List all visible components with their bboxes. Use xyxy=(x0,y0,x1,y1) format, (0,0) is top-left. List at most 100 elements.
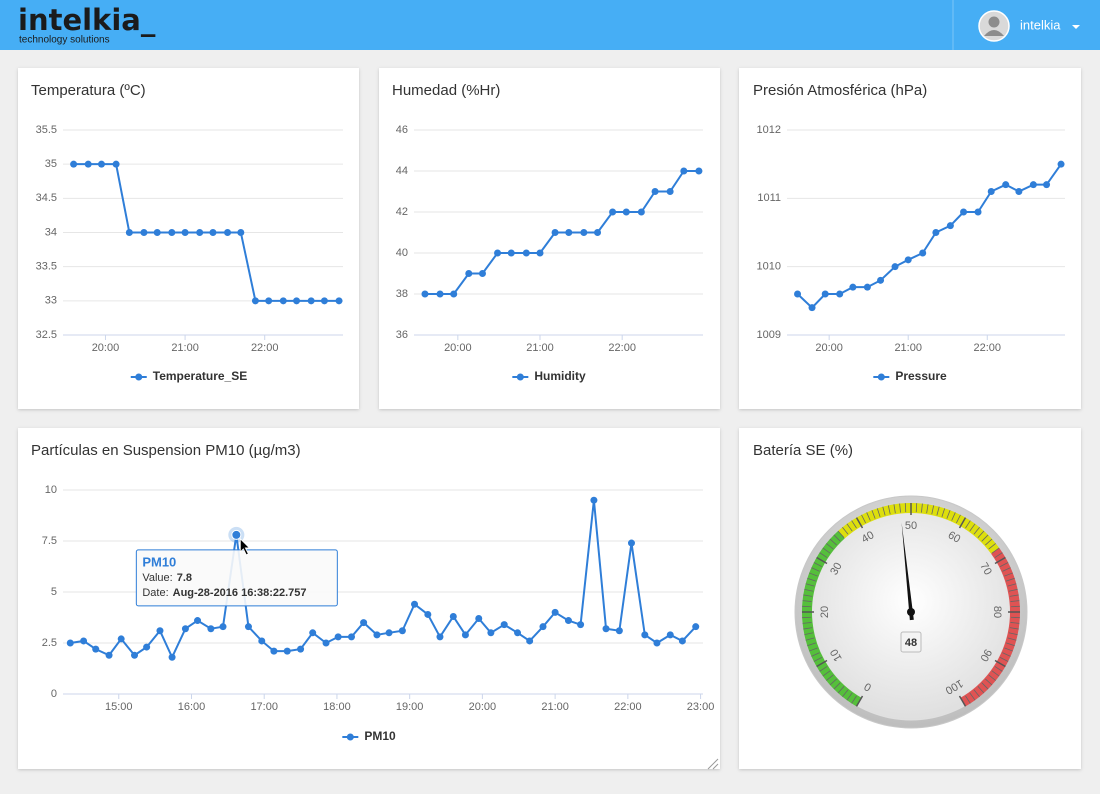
tooltip-date-value: Aug-28-2016 16:38:22.757 xyxy=(173,587,307,599)
y-tick-label: 32.5 xyxy=(36,329,57,341)
y-tick-label: 36 xyxy=(396,329,408,341)
y-tick-label: 42 xyxy=(396,206,408,218)
data-point xyxy=(552,229,559,236)
y-tick-label: 1010 xyxy=(757,261,781,273)
data-point xyxy=(196,229,203,236)
data-point xyxy=(297,646,304,653)
tooltip-value-label: Value: xyxy=(142,572,172,584)
data-point xyxy=(126,229,133,236)
y-tick-label: 34.5 xyxy=(36,192,57,204)
data-point xyxy=(70,161,77,168)
data-point xyxy=(373,631,380,638)
legend-label: Temperature_SE xyxy=(153,369,247,383)
data-point xyxy=(436,633,443,640)
data-point xyxy=(92,646,99,653)
data-point xyxy=(526,637,533,644)
data-point xyxy=(680,168,687,175)
tooltip-value: Value:7.8 xyxy=(142,572,192,584)
data-point xyxy=(580,229,587,236)
data-point xyxy=(207,625,214,632)
data-point xyxy=(494,250,501,257)
data-point xyxy=(131,652,138,659)
data-point xyxy=(1058,161,1065,168)
data-point xyxy=(487,629,494,636)
data-point xyxy=(98,161,105,168)
data-point xyxy=(864,284,871,291)
y-tick-label: 7.5 xyxy=(42,535,57,547)
y-tick-label: 0 xyxy=(51,688,57,700)
x-tick-label: 18:00 xyxy=(323,701,351,713)
card xyxy=(739,68,1081,409)
data-point xyxy=(641,631,648,638)
data-point xyxy=(293,297,300,304)
legend-symbol xyxy=(517,374,524,381)
chart-title: Batería SE (%) xyxy=(753,442,853,459)
data-point xyxy=(1030,181,1037,188)
data-point xyxy=(609,209,616,216)
x-tick-label: 22:00 xyxy=(614,701,642,713)
data-point xyxy=(638,209,645,216)
chart-title: Temperatura (ºC) xyxy=(31,82,146,99)
avatar-head xyxy=(989,17,1000,28)
chart-title: Humedad (%Hr) xyxy=(392,82,500,99)
data-point xyxy=(154,229,161,236)
y-tick-label: 33.5 xyxy=(36,261,57,273)
tooltip-date-label: Date: xyxy=(142,587,168,599)
x-tick-label: 22:00 xyxy=(973,342,1001,354)
y-tick-label: 1011 xyxy=(757,192,781,204)
data-point xyxy=(106,652,113,659)
data-point xyxy=(919,250,926,257)
data-point xyxy=(424,611,431,618)
y-tick-label: 38 xyxy=(396,288,408,300)
data-point xyxy=(905,256,912,263)
x-tick-label: 20:00 xyxy=(815,342,843,354)
data-point xyxy=(652,188,659,195)
x-tick-label: 15:00 xyxy=(105,701,133,713)
data-point xyxy=(577,621,584,628)
gauge-pivot xyxy=(907,608,915,616)
data-point xyxy=(245,623,252,630)
x-tick-label: 20:00 xyxy=(469,701,497,713)
data-point xyxy=(836,291,843,298)
gauge-tick-label: 20 xyxy=(819,606,831,618)
x-tick-label: 21:00 xyxy=(526,342,554,354)
data-point xyxy=(849,284,856,291)
x-tick-label: 21:00 xyxy=(894,342,922,354)
y-tick-label: 46 xyxy=(396,124,408,136)
data-point xyxy=(892,263,899,270)
data-point xyxy=(616,627,623,634)
legend-label: Pressure xyxy=(895,369,947,383)
data-point xyxy=(514,629,521,636)
x-tick-label: 22:00 xyxy=(251,342,279,354)
data-point xyxy=(809,304,816,311)
y-tick-label: 33 xyxy=(45,295,57,307)
gauge-value: 48 xyxy=(905,637,917,649)
y-tick-label: 1012 xyxy=(757,124,781,136)
data-point xyxy=(450,291,457,298)
data-point xyxy=(565,229,572,236)
y-tick-label: 35.5 xyxy=(36,124,57,136)
chart-title: Presión Atmosférica (hPa) xyxy=(753,82,927,99)
data-point xyxy=(537,250,544,257)
card xyxy=(18,428,720,769)
data-point xyxy=(194,617,201,624)
data-point xyxy=(653,640,660,647)
tooltip-series: PM10 xyxy=(142,554,176,569)
legend-symbol xyxy=(135,374,142,381)
legend-symbol xyxy=(347,734,354,741)
data-point xyxy=(399,627,406,634)
data-point xyxy=(118,635,125,642)
data-point xyxy=(594,229,601,236)
data-point xyxy=(462,631,469,638)
data-point xyxy=(552,609,559,616)
x-tick-label: 17:00 xyxy=(250,701,278,713)
data-point xyxy=(309,629,316,636)
data-point xyxy=(308,297,315,304)
data-point xyxy=(523,250,530,257)
data-point xyxy=(623,209,630,216)
data-point xyxy=(475,615,482,622)
tagline: technology solutions xyxy=(19,35,110,46)
data-point xyxy=(265,297,272,304)
data-point xyxy=(1015,188,1022,195)
